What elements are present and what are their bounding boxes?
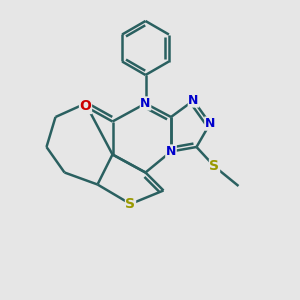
Text: S: S	[125, 197, 136, 211]
Text: N: N	[205, 117, 215, 130]
Text: N: N	[188, 94, 199, 107]
Text: N: N	[140, 97, 151, 110]
Text: S: S	[209, 160, 220, 173]
Text: N: N	[166, 145, 176, 158]
Text: O: O	[80, 100, 92, 113]
